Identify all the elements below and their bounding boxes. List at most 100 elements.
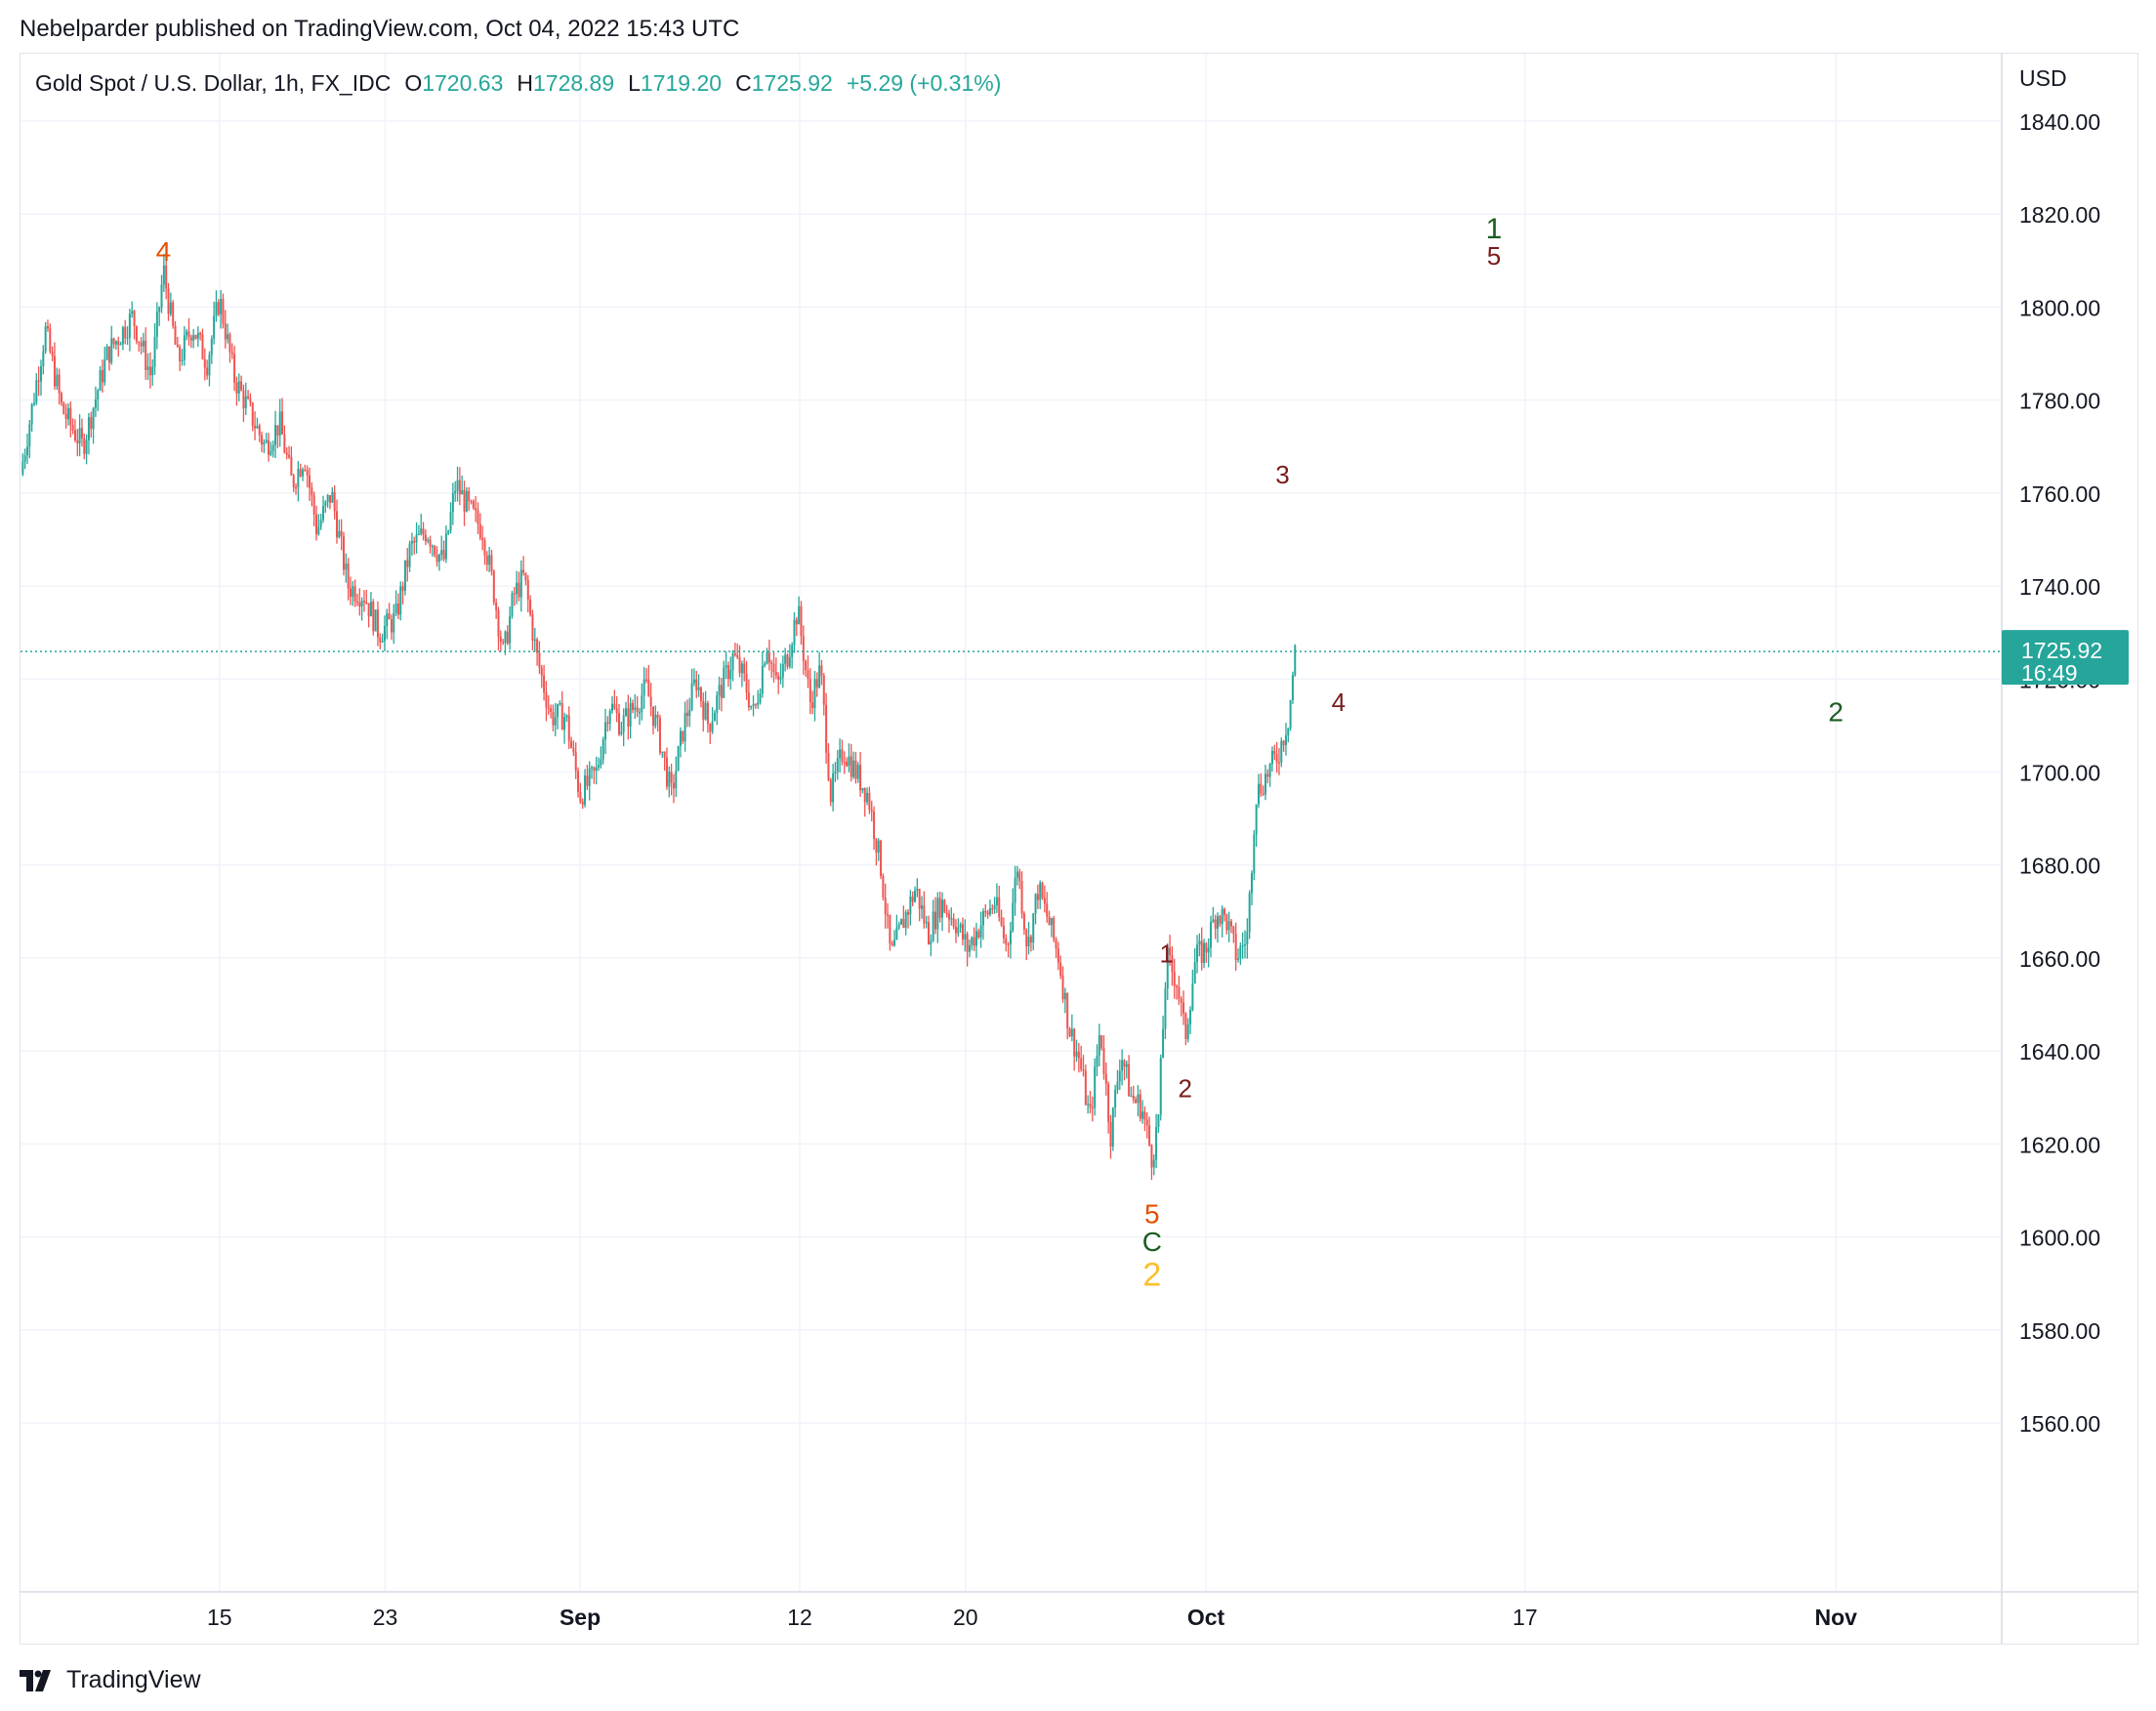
candle-body bbox=[877, 840, 880, 853]
candle-body bbox=[213, 315, 216, 339]
candle-body bbox=[729, 669, 732, 680]
candle-body bbox=[688, 709, 691, 717]
candle-body bbox=[779, 677, 782, 680]
candle-body bbox=[311, 487, 313, 496]
candle-body bbox=[1196, 944, 1199, 963]
candle-body bbox=[586, 775, 589, 786]
candle-body bbox=[299, 469, 302, 477]
candle-body bbox=[516, 582, 518, 595]
tradingview-brand[interactable]: TradingView bbox=[20, 1666, 201, 1694]
candle-body bbox=[353, 586, 356, 602]
candle-body bbox=[818, 665, 821, 688]
candle-body bbox=[1012, 902, 1015, 931]
candle-body bbox=[672, 782, 675, 789]
candle-body bbox=[850, 756, 852, 777]
candle-body bbox=[709, 724, 712, 732]
high-value: 1728.89 bbox=[532, 70, 615, 96]
candle-body bbox=[254, 426, 257, 429]
candle-body bbox=[634, 707, 637, 710]
candle-body bbox=[1162, 1028, 1165, 1059]
candle-body bbox=[431, 546, 434, 548]
candle-body bbox=[194, 335, 197, 339]
candle-body bbox=[410, 541, 413, 544]
candle-body bbox=[893, 939, 896, 945]
candle-body bbox=[360, 601, 363, 606]
candle-body bbox=[536, 639, 539, 653]
candle-body bbox=[947, 913, 950, 920]
candle-body bbox=[374, 609, 377, 632]
candle-body bbox=[217, 302, 220, 314]
candle-body bbox=[1230, 921, 1233, 927]
candle-body bbox=[1041, 883, 1044, 898]
candle-body bbox=[1068, 1028, 1071, 1037]
candle-body bbox=[1207, 947, 1210, 953]
candle-body bbox=[76, 439, 79, 444]
candle-body bbox=[126, 337, 129, 339]
candle-body bbox=[577, 771, 580, 793]
candle-body bbox=[478, 523, 481, 538]
open-label: O bbox=[404, 70, 423, 96]
candle-body bbox=[736, 654, 739, 657]
candle-body bbox=[889, 914, 891, 944]
candle-body bbox=[1141, 1111, 1144, 1119]
y-tick-label: 1820.00 bbox=[2019, 202, 2100, 228]
candle-body bbox=[808, 679, 811, 703]
chart-frame[interactable] bbox=[20, 53, 2138, 1645]
candle-body bbox=[979, 925, 982, 938]
candle-body bbox=[1270, 750, 1273, 765]
candle-body bbox=[199, 333, 202, 335]
candle-body bbox=[591, 767, 594, 769]
candle-body bbox=[805, 660, 808, 670]
candle-body bbox=[1000, 916, 1003, 926]
wave-label: 4 bbox=[1332, 688, 1346, 717]
candle-body bbox=[465, 490, 468, 512]
candle-body bbox=[966, 934, 969, 952]
candle-body bbox=[192, 335, 195, 341]
candle-body bbox=[21, 461, 24, 475]
candle-body bbox=[593, 767, 596, 772]
candle-body bbox=[1075, 1051, 1078, 1057]
candle-body bbox=[570, 740, 573, 748]
candle-body bbox=[945, 912, 948, 914]
candle-body bbox=[230, 352, 233, 355]
candle-body bbox=[1025, 930, 1028, 947]
candle-body bbox=[237, 381, 240, 394]
candle-body bbox=[53, 355, 56, 387]
candle-body bbox=[475, 508, 477, 511]
price-axis: 1840.00 1820.00 1800.00 1780.00 1760.00 1740.… bbox=[2001, 53, 2100, 1645]
candle-body bbox=[281, 411, 284, 435]
candle-body bbox=[1036, 894, 1039, 900]
low-value: 1719.20 bbox=[640, 70, 723, 96]
candle-body bbox=[435, 555, 438, 563]
candle-body bbox=[201, 334, 204, 359]
candle-body bbox=[107, 346, 110, 363]
candle-body bbox=[179, 347, 182, 361]
candle-body bbox=[887, 914, 890, 916]
candle-body bbox=[875, 839, 878, 853]
candle-body bbox=[1066, 992, 1069, 1029]
candle-body bbox=[509, 615, 512, 644]
x-tick-label: Oct bbox=[1187, 1605, 1225, 1630]
candle-body bbox=[852, 760, 855, 777]
candle-body bbox=[622, 715, 625, 732]
candle-body bbox=[215, 302, 218, 316]
candle-body bbox=[936, 897, 939, 930]
y-tick-label: 1700.00 bbox=[2019, 761, 2100, 786]
candle-body bbox=[304, 469, 307, 472]
candle-body bbox=[1157, 1114, 1160, 1127]
candle-body bbox=[615, 708, 618, 714]
candle-body bbox=[720, 685, 723, 698]
candle-body bbox=[793, 619, 796, 646]
candle-body bbox=[258, 425, 261, 436]
symbol-title: Gold Spot / U.S. Dollar, 1h, FX_IDC bbox=[35, 70, 392, 96]
candle-body bbox=[306, 470, 309, 476]
candle-body bbox=[995, 897, 998, 906]
y-tick-label: 1780.00 bbox=[2019, 389, 2100, 414]
candle-body bbox=[153, 336, 156, 367]
candle-body bbox=[483, 540, 486, 556]
candle-body bbox=[827, 752, 830, 780]
candle-body bbox=[121, 326, 124, 345]
candle-body bbox=[800, 605, 803, 637]
